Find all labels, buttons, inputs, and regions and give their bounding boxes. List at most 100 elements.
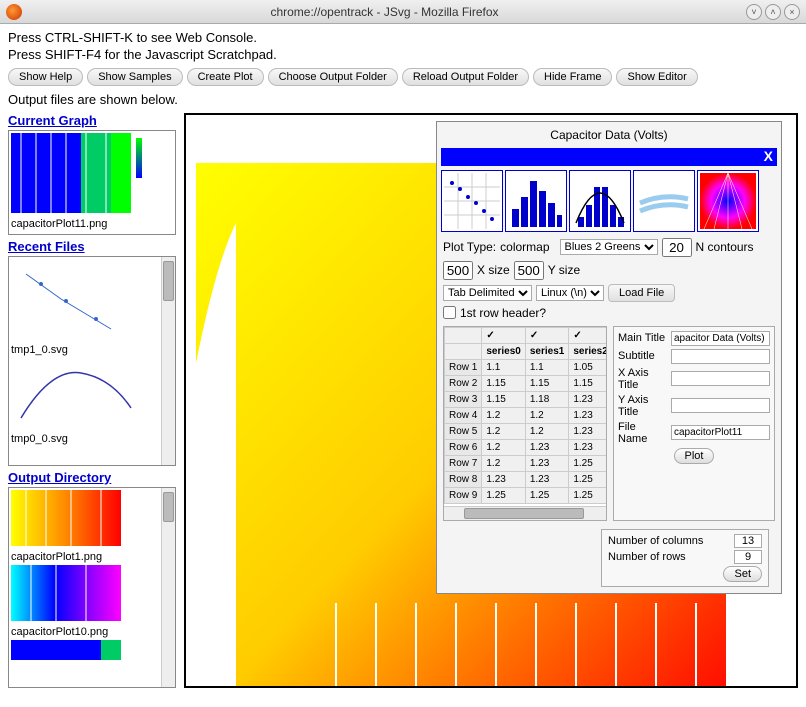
row-header: Row 4 <box>445 407 482 423</box>
lineend-select[interactable]: Linux (\n) <box>536 285 604 301</box>
first-row-header-checkbox[interactable] <box>443 306 456 319</box>
row-header: Row 7 <box>445 455 482 471</box>
subtitle-input[interactable] <box>671 349 770 364</box>
chart-type-row <box>437 166 781 236</box>
y-axis-input[interactable] <box>671 398 770 413</box>
chart-type-contour[interactable] <box>633 170 695 232</box>
row-header: Row 2 <box>445 375 482 391</box>
table-row: Row 51.21.21.231.10.950. <box>445 423 608 439</box>
y-size-input[interactable] <box>514 261 544 280</box>
output-file-thumb <box>11 565 141 621</box>
close-dialog-button[interactable]: X <box>764 148 773 164</box>
recent-file-name[interactable]: tmp1_0.svg <box>11 344 173 356</box>
cols-label: Number of columns <box>608 535 703 547</box>
cols-input[interactable] <box>734 534 762 548</box>
plot-form: Main Title Subtitle X Axis Title Y Axis … <box>613 326 775 521</box>
data-table-wrap: ✓✓✓✓✓ series0series1series2series3series… <box>443 326 607 521</box>
cell[interactable]: 1.23 <box>525 471 568 487</box>
x-axis-input[interactable] <box>671 371 770 386</box>
cell[interactable]: 1.23 <box>569 423 607 439</box>
cell[interactable]: 1.25 <box>482 487 525 503</box>
table-row: Row 61.21.231.231.10.950. <box>445 439 608 455</box>
n-contours-label: N contours <box>696 240 754 254</box>
row-header: Row 6 <box>445 439 482 455</box>
cell[interactable]: 1.05 <box>569 359 607 375</box>
cell[interactable]: 1.23 <box>525 455 568 471</box>
table-row: Row 71.21.231.251.110.950. <box>445 455 608 471</box>
main-title-label: Main Title <box>618 332 668 344</box>
page: Press CTRL-SHIFT-K to see Web Console. P… <box>0 24 806 707</box>
chart-type-distribution[interactable] <box>569 170 631 232</box>
cell[interactable]: 1.2 <box>525 423 568 439</box>
maximize-button[interactable]: ˄ <box>765 4 781 20</box>
cell[interactable]: 1.2 <box>482 455 525 471</box>
file-name-label: File Name <box>618 421 668 445</box>
cell[interactable]: 1.15 <box>525 375 568 391</box>
minimize-button[interactable]: ˅ <box>746 4 762 20</box>
output-directory-box[interactable]: capacitorPlot1.png capacitorPlot10.png <box>8 487 176 688</box>
cell[interactable]: 1.2 <box>482 423 525 439</box>
file-name-input[interactable] <box>671 425 770 440</box>
show-samples-button[interactable]: Show Samples <box>87 68 182 86</box>
delimiter-select[interactable]: Tab Delimited <box>443 285 532 301</box>
cell[interactable]: 1.1 <box>482 359 525 375</box>
table-row: Row 41.21.21.231.080.950. <box>445 407 608 423</box>
chart-type-bar[interactable] <box>505 170 567 232</box>
output-file-thumb <box>11 640 141 660</box>
output-file-name[interactable]: capacitorPlot1.png <box>11 551 173 563</box>
colormap-select[interactable]: Blues 2 Greens <box>560 239 658 255</box>
table-hscroll[interactable] <box>444 506 606 520</box>
plot-type-value: colormap <box>500 240 549 254</box>
close-window-button[interactable]: × <box>784 4 800 20</box>
cell[interactable]: 1.23 <box>525 439 568 455</box>
current-graph-heading: Current Graph <box>8 113 176 128</box>
chart-type-scatter[interactable] <box>441 170 503 232</box>
create-plot-button[interactable]: Create Plot <box>187 68 264 86</box>
output-file-name[interactable]: capacitorPlot10.png <box>11 626 173 638</box>
cell[interactable]: 1.23 <box>569 439 607 455</box>
cell[interactable]: 1.15 <box>482 391 525 407</box>
table-row: Row 11.11.11.050.950.850. <box>445 359 608 375</box>
cell[interactable]: 1.23 <box>569 407 607 423</box>
show-help-button[interactable]: Show Help <box>8 68 83 86</box>
cell[interactable]: 1.2 <box>525 407 568 423</box>
cell[interactable]: 1.23 <box>569 391 607 407</box>
choose-output-folder-button[interactable]: Choose Output Folder <box>268 68 398 86</box>
current-graph-filename: capacitorPlot11.png <box>11 218 173 230</box>
hints: Press CTRL-SHIFT-K to see Web Console. P… <box>8 30 798 64</box>
cell[interactable]: 1.15 <box>569 375 607 391</box>
recent-file-thumb <box>11 259 141 339</box>
scrollbar[interactable] <box>161 257 175 465</box>
recent-file-name[interactable]: tmp0_0.svg <box>11 433 173 445</box>
cell[interactable]: 1.25 <box>569 471 607 487</box>
cell[interactable]: 1.25 <box>525 487 568 503</box>
show-editor-button[interactable]: Show Editor <box>616 68 697 86</box>
chart-type-colormap[interactable] <box>697 170 759 232</box>
cell[interactable]: 1.25 <box>569 455 607 471</box>
cell[interactable]: 1.23 <box>482 471 525 487</box>
first-row-header-label: 1st row header? <box>460 306 546 320</box>
load-file-button[interactable]: Load File <box>608 284 675 302</box>
firefox-icon <box>6 4 22 20</box>
cell[interactable]: 1.2 <box>482 439 525 455</box>
cell[interactable]: 1.2 <box>482 407 525 423</box>
scrollbar[interactable] <box>161 488 175 687</box>
cell[interactable]: 1.25 <box>569 487 607 503</box>
hide-frame-button[interactable]: Hide Frame <box>533 68 612 86</box>
y-axis-label: Y Axis Title <box>618 394 668 418</box>
dialog-title: Capacitor Data (Volts) <box>437 122 781 148</box>
cell[interactable]: 1.18 <box>525 391 568 407</box>
recent-files-box[interactable]: tmp1_0.svg tmp0_0.svg <box>8 256 176 466</box>
x-size-input[interactable] <box>443 261 473 280</box>
data-table: ✓✓✓✓✓ series0series1series2series3series… <box>444 327 607 504</box>
cell[interactable]: 1.15 <box>482 375 525 391</box>
reload-output-folder-button[interactable]: Reload Output Folder <box>402 68 529 86</box>
plot-button[interactable]: Plot <box>674 448 715 464</box>
n-contours-input[interactable] <box>662 238 692 257</box>
set-button[interactable]: Set <box>723 566 762 582</box>
subtitle-label: Subtitle <box>618 350 668 362</box>
cell[interactable]: 1.1 <box>525 359 568 375</box>
rows-input[interactable] <box>734 550 762 564</box>
main-title-input[interactable] <box>671 331 770 346</box>
window-titlebar: chrome://opentrack - JSvg - Mozilla Fire… <box>0 0 806 24</box>
